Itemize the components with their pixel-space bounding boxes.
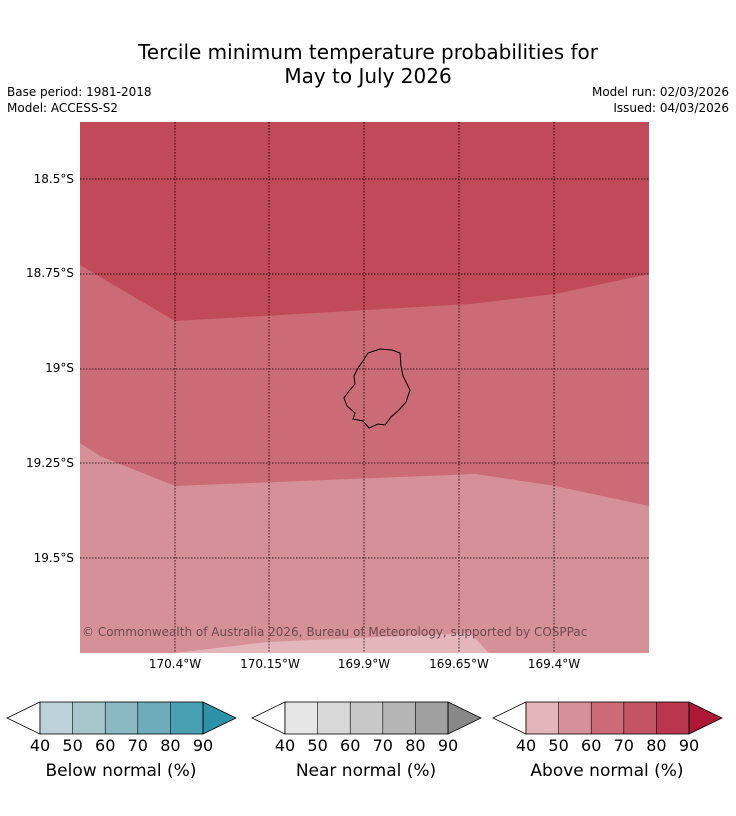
near-tick-label: 80 — [405, 736, 426, 755]
near-tick-label: 40 — [274, 736, 296, 755]
below-tick-label: 40 — [29, 736, 51, 755]
colorbar-above — [492, 701, 723, 735]
below-tick-label: 60 — [95, 736, 116, 755]
colorbar-near-segments — [251, 701, 482, 735]
lon-label: 170.15°W — [240, 657, 300, 671]
below-segment — [137, 702, 171, 734]
near-segment — [350, 702, 383, 734]
lon-label: 169.65°W — [429, 657, 489, 671]
below-segment — [40, 702, 73, 734]
near-tick-label: 90 — [437, 736, 459, 755]
above-extend-high — [688, 701, 723, 735]
above-tick-label: 90 — [678, 736, 700, 755]
lat-label: 19.25°S — [26, 456, 74, 470]
above-segment — [623, 702, 657, 734]
below-tick-label: 70 — [127, 736, 148, 755]
lon-label: 169.4°W — [527, 657, 581, 671]
lat-label: 18.75°S — [26, 266, 74, 280]
above-normal-label: Above normal (%) — [530, 761, 684, 781]
region-above-40 — [80, 633, 489, 653]
below-tick-label: 80 — [160, 736, 181, 755]
base-period-text: Base period: 1981-2018 — [7, 85, 152, 99]
near-tick-label: 70 — [372, 736, 393, 755]
region-above-90 — [80, 122, 649, 321]
below-outline — [39, 701, 204, 735]
above-segment — [526, 702, 559, 734]
lat-label: 19°S — [45, 361, 74, 375]
near-segment — [317, 702, 351, 734]
model-text: Model: ACCESS-S2 — [7, 101, 119, 115]
colorbar-near — [251, 701, 482, 735]
above-tick-label: 60 — [581, 736, 602, 755]
above-tick-label: 80 — [646, 736, 667, 755]
lat-label: 18.5°S — [33, 172, 74, 186]
below-tick-label: 90 — [192, 736, 214, 755]
colorbar-above-segments — [492, 701, 723, 735]
below-segment — [105, 702, 138, 734]
colorbar-below — [6, 701, 237, 735]
title-line-1: Tercile minimum temperature probabilitie… — [137, 40, 599, 64]
island-outline — [343, 348, 411, 429]
graticule — [80, 122, 649, 653]
lat-label: 19.5°S — [33, 551, 74, 565]
model-run-text: Model run: 02/03/2026 — [591, 85, 729, 99]
above-extend-low — [492, 701, 527, 735]
near-segment — [382, 702, 416, 734]
above-segment — [656, 702, 689, 734]
near-outline — [284, 701, 449, 735]
near-extend-high — [447, 701, 482, 735]
below-tick-label: 50 — [62, 736, 83, 755]
colorbar-below-segments — [6, 701, 237, 735]
above-segment — [558, 702, 592, 734]
lon-label: 169.9°W — [337, 657, 391, 671]
above-outline — [525, 701, 690, 735]
copyright-credit: © Commonwealth of Australia 2026, Bureau… — [82, 625, 588, 639]
below-extend-high — [202, 701, 237, 735]
below-segment — [170, 702, 203, 734]
near-normal-label: Near normal (%) — [295, 761, 437, 781]
below-extend-low — [6, 701, 41, 735]
near-segment — [285, 702, 318, 734]
above-tick-label: 70 — [613, 736, 634, 755]
near-tick-label: 50 — [307, 736, 328, 755]
below-segment — [72, 702, 106, 734]
near-tick-label: 60 — [340, 736, 361, 755]
title-line-2: May to July 2026 — [284, 64, 452, 88]
probability-map — [80, 122, 649, 653]
issued-text: Issued: 04/03/2026 — [613, 101, 729, 115]
near-segment — [415, 702, 448, 734]
below-normal-label: Below normal (%) — [45, 761, 197, 781]
above-tick-label: 40 — [515, 736, 537, 755]
lon-label: 170.4°W — [148, 657, 202, 671]
above-segment — [591, 702, 624, 734]
above-tick-label: 50 — [548, 736, 569, 755]
near-extend-low — [251, 701, 286, 735]
